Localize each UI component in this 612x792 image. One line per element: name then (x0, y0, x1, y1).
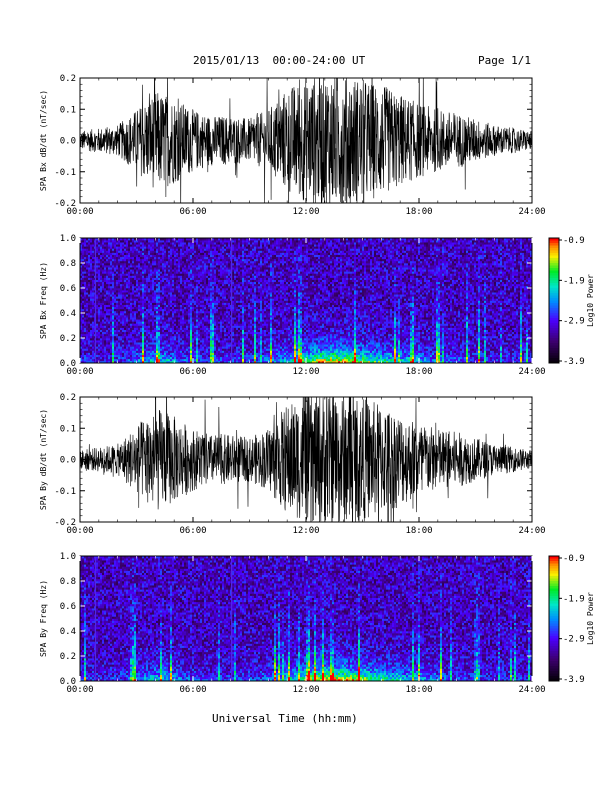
x-tick-label: 18:00 (405, 367, 432, 377)
x-tick-label: 24:00 (518, 367, 545, 377)
page-indicator: Page 1/1 (478, 54, 531, 67)
y-tick-label: -0.2 (54, 518, 76, 528)
y-tick-label: 1.0 (60, 552, 76, 562)
colorbar: -0.9 -1.9 -2.9 -3.9 Log10 Power (548, 236, 595, 367)
colorbar-tick-label: -0.9 (563, 554, 585, 564)
plot-title: 2015/01/13 00:00-24:00 UT (193, 54, 365, 67)
y-tick-label: 0.1 (60, 424, 76, 434)
y-tick-label: 1.0 (60, 234, 76, 244)
x-tick-label: 06:00 (179, 207, 206, 217)
x-tick-label: 24:00 (518, 526, 545, 536)
y-tick-label: 0.2 (60, 74, 76, 84)
y-tick-label: 0.0 (60, 359, 76, 369)
colorbar: -0.9 -1.9 -2.9 -3.9 Log10 Power (548, 554, 595, 685)
y-tick-label: 0.2 (60, 334, 76, 344)
x-tick-label: 06:00 (179, 685, 206, 695)
spectrogram-cells (80, 238, 533, 364)
colorbar-tick-label: -2.9 (563, 317, 585, 327)
y-axis-label: SPA By dB/dt (nT/sec) (39, 409, 48, 510)
y-tick-label: 0.8 (60, 577, 76, 587)
y-tick-label: 0.4 (60, 309, 76, 319)
x-tick-label: 24:00 (518, 685, 545, 695)
spectrogram-cells (80, 556, 533, 682)
x-tick-label: 18:00 (405, 526, 432, 536)
x-tick-label: 18:00 (405, 685, 432, 695)
colorbar-tick-label: -2.9 (563, 635, 585, 645)
y-tick-label: 0.4 (60, 627, 76, 637)
y-tick-label: 0.0 (60, 137, 76, 147)
y-tick-label: 0.2 (60, 652, 76, 662)
signal-trace (80, 397, 532, 522)
signal-trace (80, 78, 532, 203)
colorbar-frame (548, 237, 560, 364)
x-tick-label: 06:00 (179, 526, 206, 536)
y-axis-label: SPA Bx Freq (Hz) (39, 262, 48, 339)
colorbar-tick-label: -3.9 (563, 357, 585, 367)
y-tick-label: -0.1 (54, 168, 76, 178)
panel-1: 0.2 0.1 0.0 -0.1 -0.200:00 06:00 12:00 18:00 24:… (39, 74, 546, 217)
x-tick-label: 00:00 (66, 685, 93, 695)
colorbar-label: Log10 Power (586, 274, 595, 327)
x-tick-label: 12:00 (292, 685, 319, 695)
y-tick-label: -0.2 (54, 199, 76, 209)
x-tick-label: 24:00 (518, 207, 545, 217)
x-tick-label: 18:00 (405, 207, 432, 217)
x-axis-label: Universal Time (hh:mm) (212, 712, 358, 725)
x-tick-label: 06:00 (179, 367, 206, 377)
y-tick-label: 0.0 (60, 677, 76, 687)
y-tick-label: 0.6 (60, 284, 76, 294)
colorbar-frame (548, 555, 560, 682)
colorbar-tick-label: -1.9 (563, 276, 585, 286)
x-tick-label: 00:00 (66, 367, 93, 377)
y-axis-label: SPA Bx dB/dt (nT/sec) (39, 90, 48, 191)
y-axis-label: SPA By Freq (Hz) (39, 580, 48, 657)
y-tick-label: 0.2 (60, 393, 76, 403)
colorbar-tick-label: -0.9 (563, 236, 585, 246)
panel-2: 1.0 0.8 0.6 0.4 0.2 0.0 -0.9 -1.9 -2.9 -3.9 Log10 … (39, 234, 595, 377)
colorbar-tick-label: -3.9 (563, 675, 585, 685)
x-tick-label: 00:00 (66, 526, 93, 536)
colorbar-label: Log10 Power (586, 592, 595, 645)
x-tick-label: 12:00 (292, 367, 319, 377)
panel-4: 1.0 0.8 0.6 0.4 0.2 0.0 -0.9 -1.9 -2.9 -3.9 Log10 … (39, 552, 595, 695)
y-tick-label: 0.1 (60, 105, 76, 115)
colorbar-tick-label: -1.9 (563, 594, 585, 604)
y-tick-label: 0.8 (60, 259, 76, 269)
x-tick-label: 12:00 (292, 207, 319, 217)
x-tick-label: 12:00 (292, 526, 319, 536)
x-tick-label: 00:00 (66, 207, 93, 217)
y-tick-label: -0.1 (54, 487, 76, 497)
y-tick-label: 0.6 (60, 602, 76, 612)
panel-3: 0.2 0.1 0.0 -0.1 -0.200:00 06:00 12:00 18:00 24:… (39, 393, 546, 536)
y-tick-label: 0.0 (60, 456, 76, 466)
